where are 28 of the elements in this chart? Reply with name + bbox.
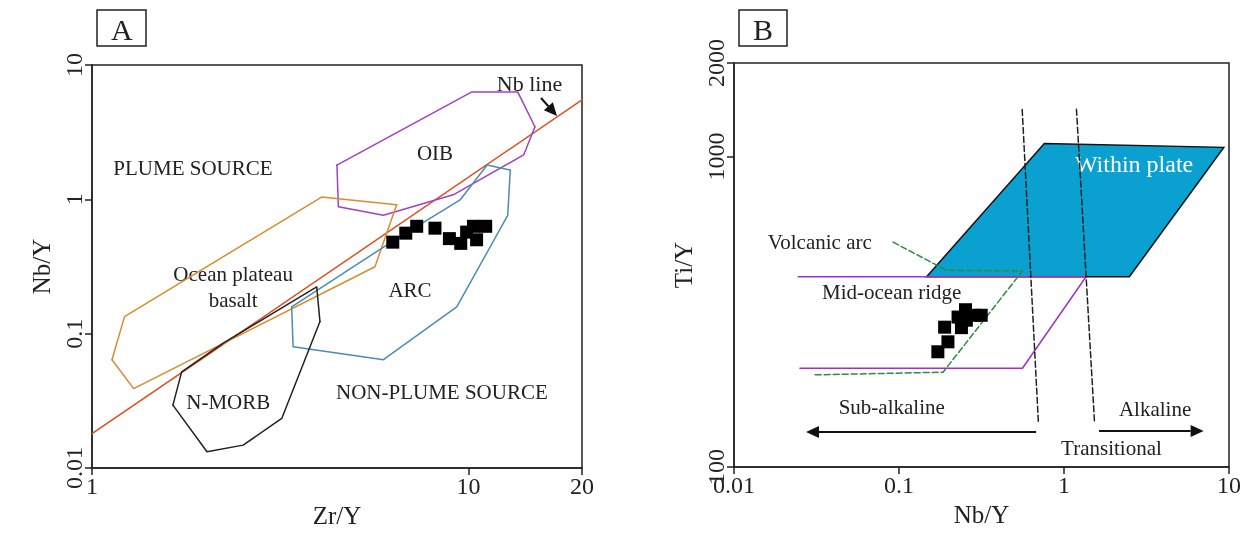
x-axis-title: Nb/Y [953, 500, 1010, 528]
annotation: OIB [416, 140, 454, 165]
annotation: Mid-ocean ridge [822, 280, 962, 305]
chart-title: B [753, 12, 774, 46]
annotation: ARC [388, 277, 432, 302]
series-label: Nb line [496, 71, 563, 97]
x-tick-label: 1 [1058, 472, 1070, 498]
x-tick-label: 10 [456, 473, 481, 499]
annotation: N-MORB [186, 389, 271, 414]
y-axis-title: Nb/Y [28, 238, 55, 295]
chart-title: A [111, 12, 133, 46]
x-tick-label: 20 [570, 473, 594, 499]
series-label: Within plate [1074, 151, 1194, 178]
y-tick-label: 1000 [703, 132, 729, 181]
annotation: Sub-alkaline [838, 395, 945, 420]
x-tick-label: 10 [1217, 472, 1241, 498]
x-tick-label: 0.1 [884, 472, 914, 498]
annotation: PLUME SOURCE [113, 156, 273, 181]
y-axis-title: Ti/Y [670, 241, 697, 289]
y-tick-label: 2000 [703, 39, 729, 87]
x-axis-title: Zr/Y [312, 501, 362, 529]
annotation: Transitional [1061, 436, 1162, 461]
annotation: Alkaline [1118, 396, 1192, 421]
y-tick-label: 0.1 [61, 318, 87, 349]
y-tick-label: 1 [61, 193, 87, 206]
annotation: NON-PLUME SOURCE [335, 379, 548, 404]
annotation: Volcanic arc [767, 229, 872, 254]
y-tick-label: 10 [61, 53, 87, 77]
